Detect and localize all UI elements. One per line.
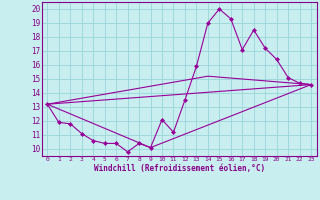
X-axis label: Windchill (Refroidissement éolien,°C): Windchill (Refroidissement éolien,°C) xyxy=(94,164,265,173)
